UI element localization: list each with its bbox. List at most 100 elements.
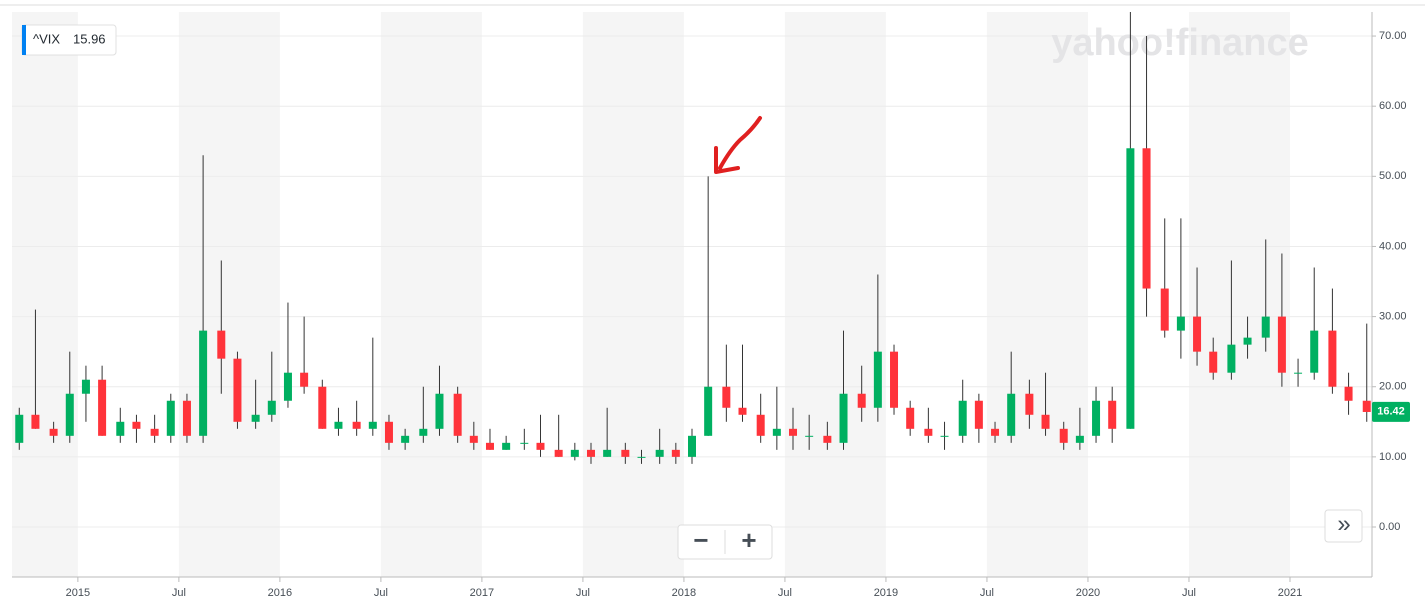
zoom-controls: − + [677, 524, 773, 560]
candle-body [1227, 344, 1236, 373]
candle-body [554, 449, 563, 457]
candle-body [300, 372, 309, 387]
candle-body [1277, 316, 1286, 373]
candle-body [1193, 316, 1202, 352]
candle-body [586, 449, 595, 457]
y-tick-label: 50.00 [1379, 170, 1407, 182]
candle-body [1362, 400, 1371, 412]
y-tick-label: 20.00 [1379, 381, 1407, 393]
candle-body [1261, 316, 1270, 338]
candle-body [940, 435, 949, 437]
candle-body [1243, 337, 1252, 345]
candle-body [1294, 372, 1303, 374]
y-tick-label: 10.00 [1379, 451, 1407, 463]
symbol-stripe [22, 25, 26, 55]
candle-body [166, 400, 175, 436]
candle-body [688, 435, 696, 457]
candle-body [15, 414, 24, 443]
axes: 0.00 10.00 20.00 30.00 40.00 50.00 60.00 70.00 2… [66, 30, 1407, 599]
candle-body [857, 393, 866, 408]
x-tick-label: 2020 [1076, 587, 1100, 599]
candles [15, 12, 1371, 464]
candle-body [334, 421, 343, 429]
x-tick-label: 2016 [268, 587, 292, 599]
candle-body [991, 428, 1000, 436]
zoom-in-button[interactable]: + [741, 525, 756, 555]
candle-body [65, 393, 74, 436]
candle-body [621, 449, 630, 457]
x-tick-label: 2018 [672, 587, 696, 599]
candle-body [469, 435, 478, 443]
candle-body [98, 379, 107, 436]
candle-body [401, 435, 410, 443]
last-value: 15.96 [73, 31, 106, 46]
candle-body [217, 330, 226, 359]
period-band [1188, 12, 1290, 577]
candle-body [233, 358, 242, 422]
candle-body [873, 351, 882, 408]
period-band [12, 12, 78, 577]
candle-body [1007, 393, 1016, 436]
price-badge-box [1372, 401, 1410, 422]
period-band [784, 12, 886, 577]
candle-body [536, 442, 545, 450]
candle-body [924, 428, 933, 436]
x-tick-label: 2019 [874, 587, 898, 599]
candle-body [435, 393, 444, 429]
symbol-label: ^VIX 15.96 [21, 24, 117, 56]
candle-body [384, 421, 393, 443]
scroll-button[interactable]: » [1337, 510, 1350, 537]
candle-body [283, 372, 292, 401]
x-tick-label: 2015 [66, 587, 90, 599]
candle-body [704, 386, 713, 436]
candle-body [1328, 330, 1337, 387]
period-band [380, 12, 482, 577]
price-badge-label: 16.42 [1377, 406, 1405, 418]
candle-body [199, 330, 208, 436]
candle-body [1160, 288, 1169, 331]
candle-body [318, 386, 327, 429]
x-tick-label: Jul [576, 587, 590, 599]
candle-body [368, 421, 377, 429]
y-tick-label: 40.00 [1379, 240, 1407, 252]
candle-body [1092, 400, 1101, 436]
y-tick-label: 60.00 [1379, 100, 1407, 112]
candle-body [1310, 330, 1319, 373]
candle-body [182, 400, 191, 436]
candle-body [603, 449, 612, 457]
candle-body [1075, 435, 1084, 443]
candle-body [805, 435, 814, 437]
candle-body [1108, 400, 1117, 429]
candle-body [132, 421, 141, 429]
scroll-box [1324, 509, 1363, 543]
candle-body [671, 449, 680, 457]
watermark: yahoo!finance [1051, 22, 1309, 64]
candle-body [1059, 428, 1068, 443]
candle-body [150, 428, 159, 436]
candle-body [655, 449, 664, 457]
candle-body [570, 449, 579, 457]
candle-body [823, 435, 832, 443]
candle-body [839, 393, 848, 443]
annotation-arrow [714, 116, 762, 174]
candle-body [772, 428, 781, 436]
candle-body [453, 393, 462, 436]
candle-body [1126, 148, 1135, 429]
x-tick-label: Jul [374, 587, 388, 599]
candle-body [419, 428, 428, 436]
candle-body [906, 407, 915, 429]
y-tick-label: 0.00 [1379, 521, 1400, 533]
period-band [986, 12, 1088, 577]
candle-body [116, 421, 125, 436]
candle-body [890, 351, 899, 408]
candle-body [1209, 351, 1218, 373]
period-band [178, 12, 280, 577]
x-tick-label: Jul [1182, 587, 1196, 599]
x-tick-label: 2021 [1278, 587, 1302, 599]
candle-body [637, 456, 646, 458]
candle-body [738, 407, 747, 415]
candle-body [722, 386, 731, 408]
zoom-out-button[interactable]: − [693, 525, 708, 555]
